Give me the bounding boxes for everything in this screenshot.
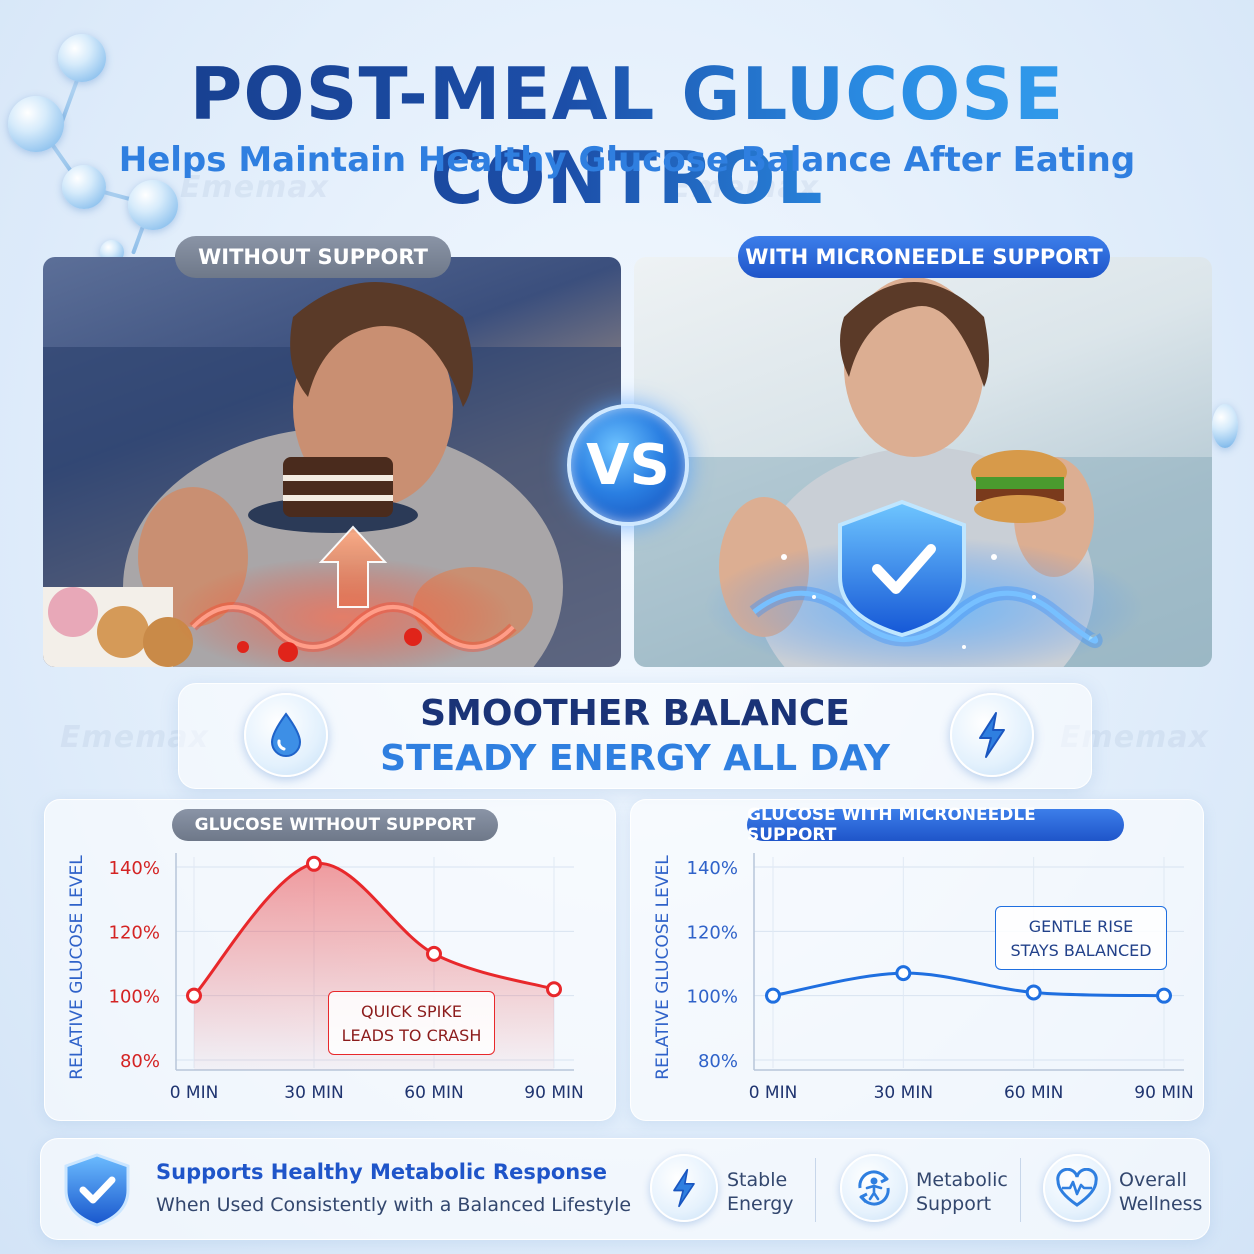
data-point [1025,984,1042,1001]
metabolism-icon [840,1154,908,1222]
feature-overall-wellness: Overall Wellness [1119,1168,1202,1216]
feature-stable-energy: Stable Energy [727,1168,794,1216]
page-title: POST-MEAL GLUCOSE CONTROL [0,52,1254,220]
y-tick-label: 140% [687,858,738,879]
feature-line-2: Energy [727,1193,794,1215]
feature-line-1: Stable [727,1169,788,1191]
chart-with-support: 140% 120% 100% 80% 0 MIN 30 MIN 60 MIN 90 MIN RE… [653,853,1194,1103]
benefits-bar [40,1138,1210,1240]
data-point [765,987,781,1004]
feature-metabolic-support: Metabolic Support [916,1168,1008,1216]
chart-without-support: 140% 120% 100% 80% 0 MIN 30 MIN 60 MIN 90 MIN RE… [67,853,584,1103]
x-tick-label: 0 MIN [749,1083,798,1103]
feature-line-2: Wellness [1119,1193,1203,1215]
x-tick-label: 60 MIN [404,1083,463,1103]
chart-left-tag: GLUCOSE WITHOUT SUPPORT [172,809,498,841]
data-point [426,945,442,962]
vs-badge: VS [567,404,689,526]
y-tick-label: 120% [687,922,738,943]
water-drop-icon [244,693,328,777]
heart-pulse-icon [1043,1154,1111,1222]
y-tick-label: 100% [109,987,160,1008]
y-tick-label: 140% [109,858,160,879]
page-subtitle: Helps Maintain Healthy Glucose Balance A… [118,140,1136,180]
data-point [895,965,912,982]
chart-left-callout: QUICK SPIKE LEADS TO CRASH [328,991,495,1055]
x-tick-label: 30 MIN [284,1083,343,1103]
divider [815,1158,816,1222]
feature-line-1: Metabolic [916,1169,1008,1191]
series-line [772,971,1165,998]
x-tick-label: 90 MIN [524,1083,583,1103]
y-tick-label: 80% [120,1051,160,1072]
feature-line-1: Overall [1119,1169,1187,1191]
data-point [306,855,322,872]
banner-line-1: SMOOTHER BALANCE [420,693,850,734]
without-support-photo [43,257,621,667]
y-axis-label: RELATIVE GLUCOSE LEVEL [653,855,673,1080]
callout-left-line-2: LEADS TO CRASH [341,1026,482,1045]
data-point [546,981,562,998]
with-support-photo [634,257,1212,667]
x-tick-label: 30 MIN [874,1083,933,1103]
without-support-label: WITHOUT SUPPORT [175,236,451,278]
y-tick-label: 100% [687,987,738,1008]
shield-check-icon [62,1152,132,1232]
divider [1020,1158,1021,1222]
banner-line-2: STEADY ENERGY ALL DAY [380,738,890,779]
x-tick-label: 60 MIN [1004,1083,1063,1103]
watermark: Ememax [180,170,329,205]
x-tick-label: 0 MIN [170,1083,219,1103]
lightning-icon [950,693,1034,777]
footer-subtitle: When Used Consistently with a Balanced L… [156,1194,632,1216]
chart-right-callout: GENTLE RISE STAYS BALANCED [995,906,1167,970]
footer-title: Supports Healthy Metabolic Response [156,1160,607,1184]
y-tick-label: 80% [698,1051,738,1072]
data-point [186,987,202,1004]
watermark: Ememax [670,170,819,205]
feature-line-2: Support [916,1193,992,1215]
balance-banner [178,683,1092,789]
callout-left-line-1: QUICK SPIKE [361,1002,462,1021]
lightning-icon [650,1154,718,1222]
x-tick-label: 90 MIN [1134,1083,1193,1103]
callout-right-line-2: STAYS BALANCED [1010,941,1152,960]
series-line [192,862,555,997]
callout-right-line-1: GENTLE RISE [1028,917,1134,936]
with-support-label: WITH MICRONEEDLE SUPPORT [738,236,1110,278]
y-axis-label: RELATIVE GLUCOSE LEVEL [67,855,87,1080]
data-point [1156,987,1172,1004]
y-tick-label: 120% [109,922,160,943]
chart-right-tag: GLUCOSE WITH MICRONEEDLE SUPPORT [747,805,1124,845]
